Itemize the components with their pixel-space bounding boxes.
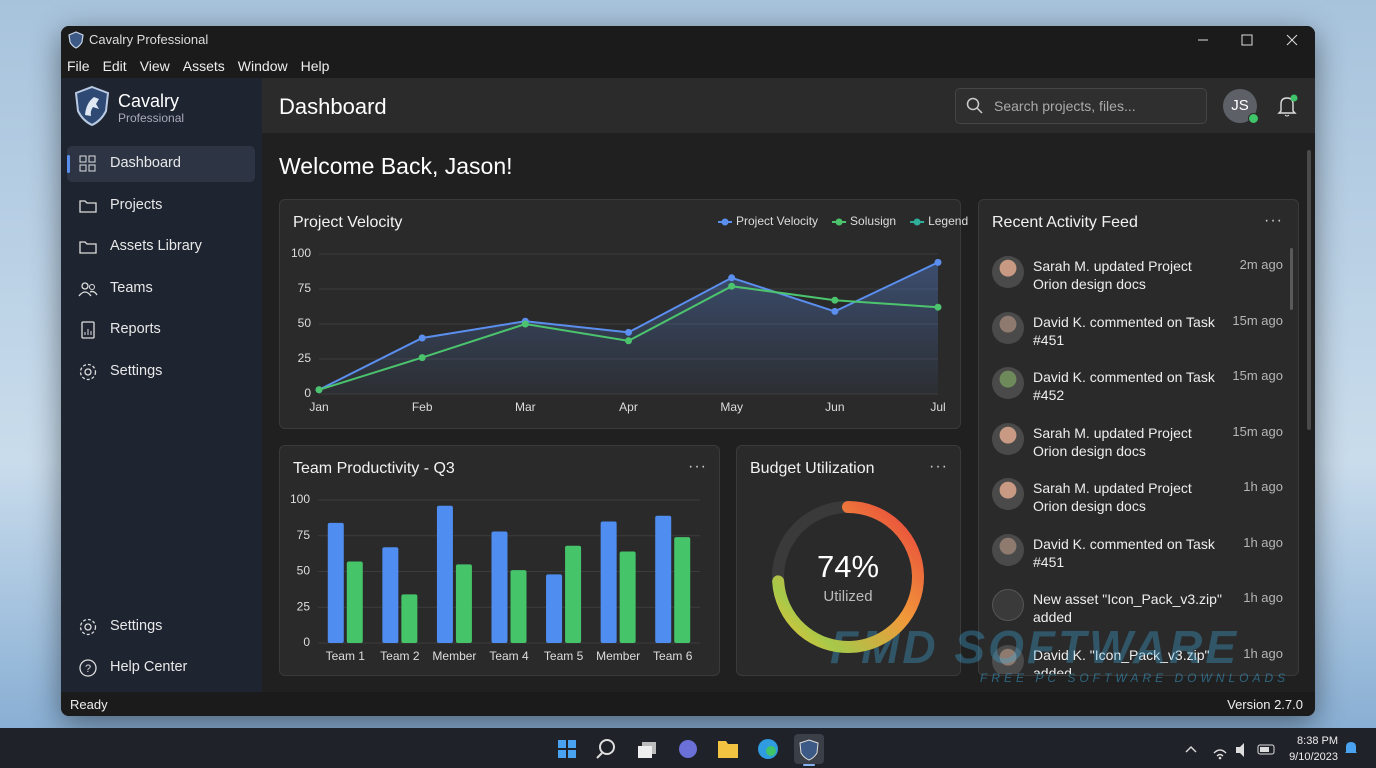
velocity-panel — [279, 199, 961, 429]
activity-item: Sarah M. updated Project Orion design do… — [979, 250, 1289, 306]
activity-text: Sarah M. updated Project Orion design do… — [1033, 258, 1192, 292]
nav-item[interactable]: Help Center — [110, 659, 188, 675]
menu-item[interactable]: File — [67, 58, 90, 74]
activity-time: 1h ago — [1243, 534, 1283, 550]
activity-avatar — [992, 422, 1024, 455]
activity-feed: Sarah M. updated Project Orion design do… — [979, 250, 1289, 674]
menu-bar: File Edit View Assets Window Help — [67, 58, 329, 74]
nav-active-bg — [67, 146, 255, 182]
nav-icon — [81, 321, 95, 339]
version-text: Version 2.7.0 — [1227, 697, 1303, 712]
activity-item: David K. commented on Task #451 15m ago — [979, 306, 1289, 362]
activity-text: David K. commented on Task #452 — [1033, 369, 1215, 403]
nav-icon — [79, 200, 97, 213]
watermark-subtitle: FREE PC SOFTWARE DOWNLOADS — [980, 671, 1290, 685]
nav-active-marker — [67, 155, 70, 173]
activity-text: Sarah M. updated Project Orion design do… — [1033, 480, 1192, 514]
activity-avatar — [992, 256, 1024, 288]
panel-title: Recent Activity Feed — [992, 214, 1138, 231]
nav-item[interactable]: Settings — [110, 618, 163, 634]
clock-date: 9/10/2023 — [1289, 751, 1338, 763]
more-button[interactable]: ··· — [1264, 212, 1283, 229]
app-icon — [68, 31, 84, 49]
taskbar-apps[interactable] — [550, 732, 830, 766]
nav-icon — [79, 155, 96, 172]
menu-item[interactable]: Window — [237, 58, 288, 74]
search-icon — [966, 97, 983, 114]
nav-icon — [79, 241, 97, 254]
activity-item: Sarah M. updated Project Orion design do… — [979, 417, 1289, 473]
notification-bell[interactable] — [1277, 94, 1299, 118]
activity-item: Sarah M. updated Project Orion design do… — [979, 472, 1289, 528]
search-placeholder: Search projects, files... — [994, 98, 1136, 114]
brand-name: Cavalry — [118, 91, 180, 111]
productivity-panel — [279, 445, 720, 676]
panel-title: Project Velocity — [293, 214, 403, 231]
activity-avatar — [992, 478, 1024, 510]
nav-item[interactable]: Assets Library — [110, 238, 202, 254]
activity-avatar — [992, 533, 1024, 566]
activity-time: 1h ago — [1243, 479, 1283, 494]
more-button[interactable]: ··· — [929, 458, 948, 475]
nav-item[interactable]: Projects — [110, 197, 163, 213]
notifications-icon[interactable] — [1343, 739, 1359, 757]
activity-time: 1h ago — [1243, 645, 1283, 661]
activity-text: New asset "Icon_Pack_v3.zip" added — [1033, 591, 1222, 625]
activity-avatar — [992, 589, 1024, 621]
activity-time: 15m ago — [1232, 423, 1283, 439]
system-tray[interactable] — [1180, 738, 1280, 760]
feed-scrollbar — [1290, 248, 1293, 310]
activity-item: David K. "Icon_Pack_v3.zip" added 1h ago — [979, 639, 1289, 675]
menu-item[interactable]: Edit — [102, 58, 127, 74]
nav-item[interactable]: Settings — [110, 363, 163, 379]
welcome-text: Welcome Back, Jason! — [279, 153, 513, 179]
nav-item[interactable]: Reports — [110, 321, 161, 337]
status-text: Ready — [70, 697, 108, 712]
menu-item[interactable]: Assets — [182, 58, 225, 74]
brand-sub: Professional — [118, 111, 185, 125]
title-bar — [61, 26, 1315, 78]
window-title: Cavalry Professional — [89, 32, 209, 47]
activity-item: David K. commented on Task #452 15m ago — [979, 361, 1289, 417]
main-scrollbar — [1307, 150, 1311, 430]
nav-item[interactable]: Teams — [110, 280, 153, 296]
more-button[interactable]: ··· — [688, 458, 707, 475]
activity-avatar — [992, 644, 1024, 674]
svg-text:?: ? — [85, 663, 91, 675]
activity-text: David K. commented on Task #451 — [1033, 313, 1215, 348]
nav-icon — [79, 363, 97, 381]
presence-dot — [1248, 113, 1259, 124]
activity-text: David K. "Icon_Pack_v3.zip" added — [1033, 646, 1210, 675]
nav-item[interactable]: Dashboard — [110, 155, 181, 171]
activity-time: 1h ago — [1243, 590, 1283, 605]
panel-title: Budget Utilization — [750, 460, 875, 477]
activity-time: 15m ago — [1232, 368, 1283, 383]
page-title: Dashboard — [279, 94, 387, 119]
activity-item: David K. commented on Task #451 1h ago — [979, 528, 1289, 584]
nav-icon — [78, 282, 98, 297]
activity-text: David K. commented on Task #451 — [1033, 535, 1215, 570]
nav-icon: ? — [79, 659, 97, 677]
activity-panel — [978, 199, 1299, 676]
panel-title: Team Productivity - Q3 — [293, 460, 455, 477]
clock-time: 8:38 PM — [1297, 735, 1338, 747]
activity-time: 2m ago — [1239, 257, 1283, 272]
menu-item[interactable]: View — [139, 58, 170, 74]
activity-avatar — [992, 367, 1024, 399]
brand-logo — [74, 85, 110, 127]
activity-time: 15m ago — [1232, 312, 1283, 328]
status-bar — [61, 692, 1315, 716]
menu-item[interactable]: Help — [300, 58, 330, 74]
activity-item: New asset "Icon_Pack_v3.zip" added 1h ago — [979, 583, 1289, 639]
search-box[interactable] — [955, 88, 1207, 124]
window-controls[interactable] — [1190, 30, 1305, 50]
watermark-title: FMD SOFTWARE — [830, 621, 1240, 673]
activity-avatar — [992, 311, 1024, 344]
activity-text: Sarah M. updated Project Orion design do… — [1033, 424, 1192, 459]
nav-icon — [79, 618, 97, 636]
